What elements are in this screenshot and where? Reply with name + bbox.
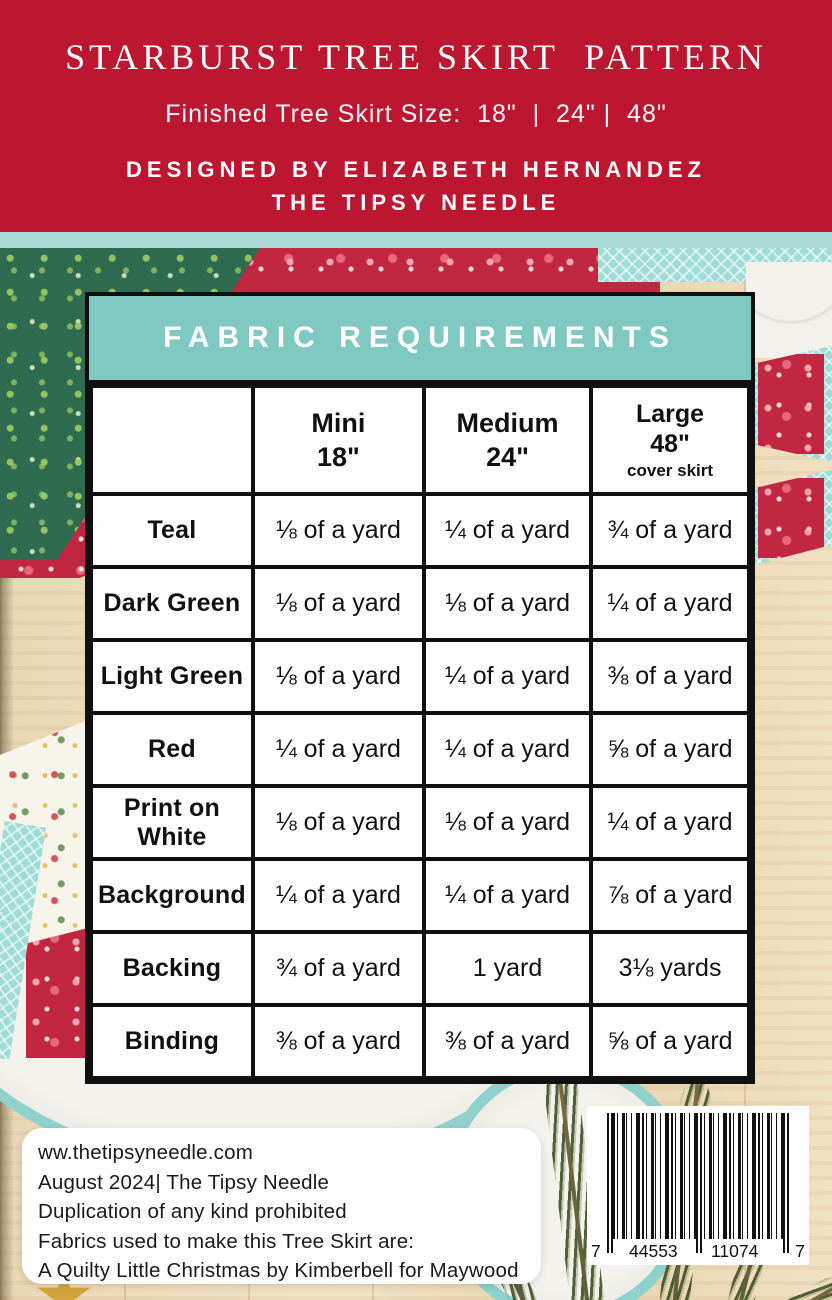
cell-mini: ¼ of a yard <box>250 711 426 788</box>
red-fabric-patch <box>26 928 88 1058</box>
pattern-title: STARBURST TREE SKIRT PATTERN <box>65 37 767 77</box>
row-label: Red <box>89 711 255 788</box>
barcode-digit-first: 7 <box>587 1241 605 1262</box>
header-band: STARBURST TREE SKIRT PATTERN Finished Tr… <box>0 0 832 232</box>
barcode-digits-right: 11074 <box>707 1241 763 1262</box>
cell-medium: ⅛ of a yard <box>421 784 594 861</box>
designer-name: DESIGNED BY ELIZABETH HERNANDEZ <box>126 157 706 182</box>
designer-credit: DESIGNED BY ELIZABETH HERNANDEZ THE TIPS… <box>0 153 832 219</box>
cell-mini: ⅜ of a yard <box>250 1003 426 1080</box>
cell-medium: ¼ of a yard <box>421 492 594 569</box>
corner-cell <box>89 384 255 496</box>
red-point-with-binding <box>750 470 832 566</box>
publisher-info-box: ww.thetipsyneedle.com August 2024| The T… <box>22 1128 541 1284</box>
cell-mini: ¼ of a yard <box>250 857 426 934</box>
row-label: Teal <box>89 492 255 569</box>
table-row-light-green: Light Green ⅛ of a yard ¼ of a yard ⅜ of… <box>89 638 751 715</box>
table-header-row: Mini 18" Medium 24" Large 48" cover skir… <box>89 384 751 496</box>
cell-medium: ¼ of a yard <box>421 638 594 715</box>
fabric-requirements-table: Mini 18" Medium 24" Large 48" cover skir… <box>89 384 751 1080</box>
quilted-white-patch <box>746 262 832 358</box>
row-label: Dark Green <box>89 565 255 642</box>
cell-medium: ¼ of a yard <box>421 711 594 788</box>
cell-large: ⅝ of a yard <box>589 711 751 788</box>
cell-medium: ⅜ of a yard <box>421 1003 594 1080</box>
table-row-red: Red ¼ of a yard ¼ of a yard ⅝ of a yard <box>89 711 751 788</box>
red-fabric-patch <box>758 354 824 454</box>
cell-large: 3⅛ yards <box>589 930 751 1007</box>
cell-mini: ⅛ of a yard <box>250 784 426 861</box>
row-label: Light Green <box>89 638 255 715</box>
website-url: ww.thetipsyneedle.com <box>38 1141 254 1164</box>
table-row-backing: Backing ¾ of a yard 1 yard 3⅛ yards <box>89 930 751 1007</box>
publish-date-line: August 2024| The Tipsy Needle <box>38 1170 330 1194</box>
cell-mini: ⅛ of a yard <box>250 565 426 642</box>
fabric-requirements-banner: FABRIC REQUIREMENTS <box>89 296 751 384</box>
cell-large: ¼ of a yard <box>589 784 751 861</box>
cell-medium: 1 yard <box>421 930 594 1007</box>
row-label: Binding <box>89 1003 255 1080</box>
table-row-dark-green: Dark Green ⅛ of a yard ⅛ of a yard ¼ of … <box>89 565 751 642</box>
copyright-line: Duplication of any kind prohibited <box>38 1200 347 1223</box>
barcode-digits-left: 44553 <box>625 1241 682 1262</box>
table-row-binding: Binding ⅜ of a yard ⅜ of a yard ⅝ of a y… <box>89 1003 751 1080</box>
cell-large: ⅞ of a yard <box>589 857 751 934</box>
cell-large: ¾ of a yard <box>589 492 751 569</box>
column-header-medium: Medium 24" <box>421 384 594 496</box>
cell-mini: ¾ of a yard <box>250 930 426 1007</box>
upc-barcode: 7 44553 11074 7 <box>587 1106 809 1265</box>
row-label: Backing <box>89 930 255 1007</box>
fabric-requirements-panel: FABRIC REQUIREMENTS Mini 18" Medium 24" … <box>85 292 755 1084</box>
table-row-background: Background ¼ of a yard ¼ of a yard ⅞ of … <box>89 857 751 934</box>
cell-medium: ¼ of a yard <box>421 857 594 934</box>
brand-name: THE TIPSY NEEDLE <box>271 190 561 215</box>
column-header-large: Large 48" cover skirt <box>589 384 751 496</box>
finished-size-line: Finished Tree Skirt Size: 18" | 24" | 48… <box>165 100 667 128</box>
cell-mini: ⅛ of a yard <box>250 638 426 715</box>
column-header-mini: Mini 18" <box>250 384 426 496</box>
cell-mini: ⅛ of a yard <box>250 492 426 569</box>
red-point-with-binding <box>750 346 832 462</box>
barcode-digit-last: 7 <box>791 1241 809 1262</box>
table-row-teal: Teal ⅛ of a yard ¼ of a yard ¾ of a yard <box>89 492 751 569</box>
cell-large: ⅜ of a yard <box>589 638 751 715</box>
table-row-print-on-white: Print on White ⅛ of a yard ⅛ of a yard ¼… <box>89 784 751 861</box>
barcode-bars <box>613 1113 783 1239</box>
cell-large: ¼ of a yard <box>589 565 751 642</box>
cell-large: ⅝ of a yard <box>589 1003 751 1080</box>
fabrics-used-line: Fabrics used to make this Tree Skirt are… <box>38 1229 415 1253</box>
teal-divider-strip <box>0 232 832 248</box>
red-fabric-patch <box>758 478 824 558</box>
cell-medium: ⅛ of a yard <box>421 565 594 642</box>
row-label: Background <box>89 857 255 934</box>
fabric-collection-line: A Quilty Little Christmas by Kimberbell … <box>38 1259 519 1282</box>
row-label: Print on White <box>89 784 255 861</box>
